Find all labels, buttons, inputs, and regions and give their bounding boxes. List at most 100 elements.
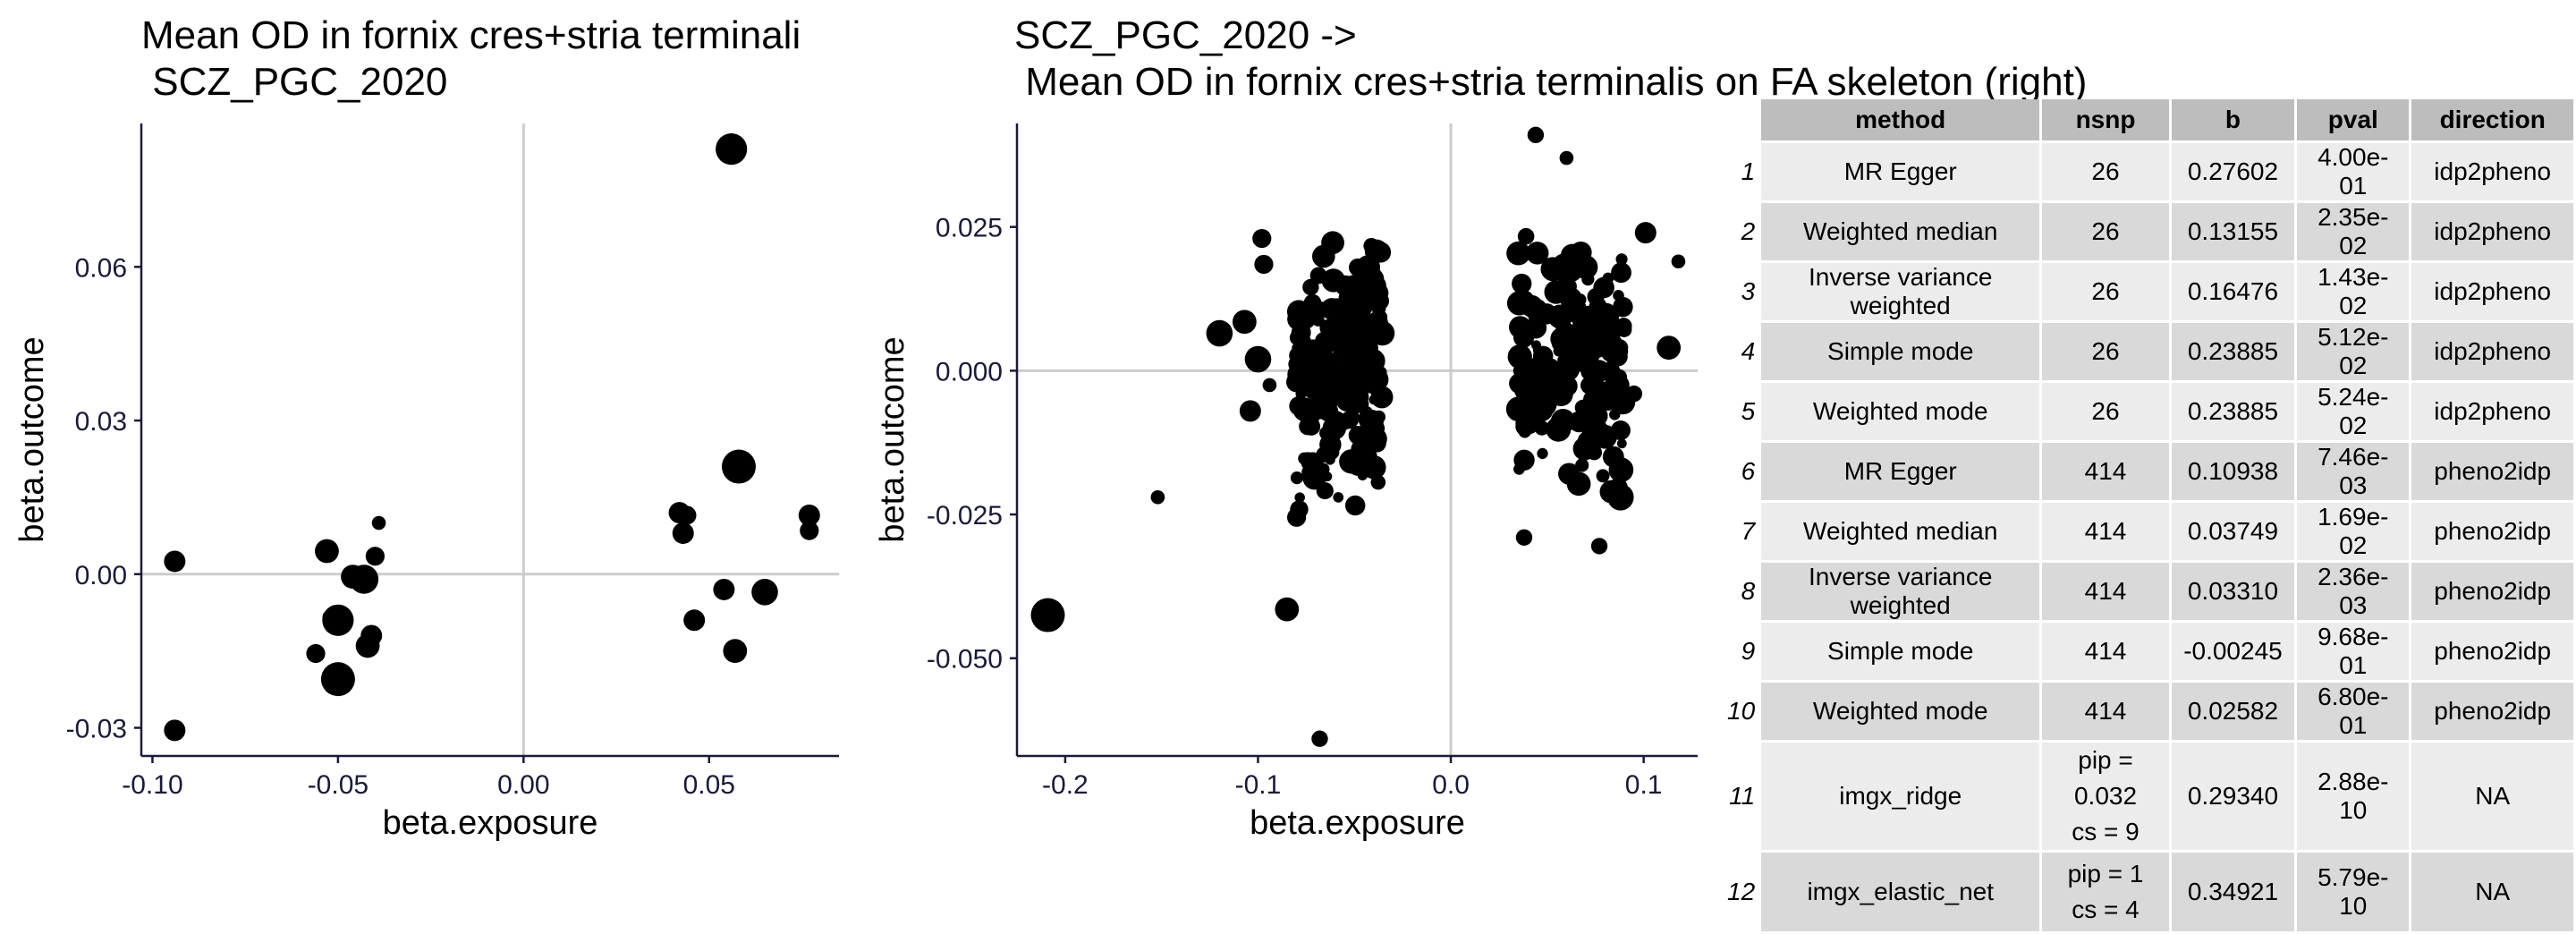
data-point [716,133,748,166]
data-point [1275,597,1300,622]
data-point [1286,507,1307,527]
direction-cell: pheno2idp [2411,503,2573,560]
data-point [1609,409,1621,420]
nsnp-cell: 26 [2042,323,2169,380]
b-cell: 0.16476 [2171,263,2295,320]
data-point [1349,361,1359,371]
pval-cell: 2.36e-03 [2297,563,2410,620]
y-tick-label: 0.03 [75,407,127,437]
nsnp-cell: 414 [2042,503,2169,560]
data-point [1321,231,1344,255]
data-point [1573,255,1598,280]
data-point [713,578,735,600]
row-number: 11 [1727,743,1759,850]
table-row: 11 imgx_ridge pip = 0.032 cs = 9 0.29340 2.88… [1727,743,2573,850]
direction-cell: idp2pheno [2411,383,2573,440]
data-point [1524,327,1536,339]
data-point [1569,323,1583,337]
method-header: method [1761,99,2040,140]
b-cell: 0.23885 [2171,383,2295,440]
y-axis-label: beta.outcome [874,336,911,542]
data-point [1634,222,1657,244]
method-cell: Weighted median [1761,503,2040,560]
data-point [1319,426,1334,440]
data-point [1507,344,1532,369]
table-row: 8 Inverse variance weighted 414 0.03310 2.36… [1727,563,2573,620]
nsnp-cell: 414 [2042,623,2169,680]
row-number: 7 [1727,503,1759,560]
data-point [723,639,748,664]
data-point [1311,730,1328,747]
direction-cell: idp2pheno [2411,323,2573,380]
data-point [1349,258,1368,277]
data-point [1526,242,1549,265]
data-point [1512,273,1532,294]
direction-cell: NA [2411,743,2573,850]
row-number: 8 [1727,563,1759,620]
pval-header: pval [2297,99,2410,140]
x-tick-label: 0.05 [683,770,735,800]
data-point [1589,309,1607,327]
b-cell: 0.03310 [2171,563,2295,620]
data-point [1513,378,1537,401]
data-point [1301,356,1319,374]
pval-cell: 4.00e-01 [2297,143,2410,200]
data-point [1344,495,1366,516]
pval-cell: 9.68e-01 [2297,623,2410,680]
direction-header: direction [2411,99,2573,140]
row-number: 5 [1727,383,1759,440]
data-point [672,522,694,544]
data-point [1333,492,1344,503]
b-cell: 0.23885 [2171,323,2295,380]
data-point [1550,284,1560,293]
table-header-row: method nsnp b pval direction [1727,99,2573,140]
data-point [1295,387,1307,400]
nsnp-cell: pip = 0.032 cs = 9 [2042,743,2169,850]
pval-cell: 5.79e-10 [2297,853,2410,931]
nsnp-line: 414 [2084,697,2127,725]
data-point [1359,409,1384,434]
data-point [1320,298,1343,320]
data-point [1550,327,1573,351]
y-tick-label: 0.025 [936,214,1003,243]
nsnp-line: 26 [2091,157,2120,185]
data-point [1615,253,1628,266]
mr-results-table: method nsnp b pval direction 1 MR Egger 26… [1724,97,2576,934]
b-cell: 0.29340 [2171,743,2295,850]
data-point [1517,227,1535,245]
data-point [1312,388,1328,404]
x-tick-label: -0.2 [1042,770,1089,800]
data-point [1566,471,1591,497]
data-point [1562,288,1577,302]
data-point [1254,254,1274,275]
data-point [1293,307,1317,330]
row-number: 1 [1727,143,1759,200]
data-point [1362,359,1383,379]
data-point [1616,438,1627,449]
data-point [1657,335,1682,361]
pval-cell: 2.35e-02 [2297,203,2410,260]
data-point [1515,529,1533,546]
data-point [1299,417,1317,436]
data-point [1333,327,1353,349]
nsnp-header: nsnp [2042,99,2169,140]
data-point [1323,410,1333,420]
pval-cell: 1.69e-02 [2297,503,2410,560]
y-tick-label: 0.06 [75,253,127,283]
data-point [1294,401,1305,412]
nsnp-line: pip = 1 [2067,860,2144,887]
x-axis-label: beta.exposure [1250,804,1465,842]
data-point [1593,276,1614,299]
row-number-header [1727,99,1759,140]
data-point [1519,367,1535,382]
y-tick-label: -0.03 [66,715,127,744]
nsnp-line: 26 [2091,217,2120,245]
direction-cell: idp2pheno [2411,203,2573,260]
table-row: 12 imgx_elastic_net pip = 1 cs = 4 0.34921 5.… [1727,853,2573,931]
data-point [1614,373,1627,386]
data-point [1239,400,1261,422]
data-point [721,449,756,484]
data-point [1569,299,1587,318]
pval-cell: 6.80e-01 [2297,683,2410,740]
table-row: 3 Inverse variance weighted 26 0.16476 1.43e… [1727,263,2573,320]
